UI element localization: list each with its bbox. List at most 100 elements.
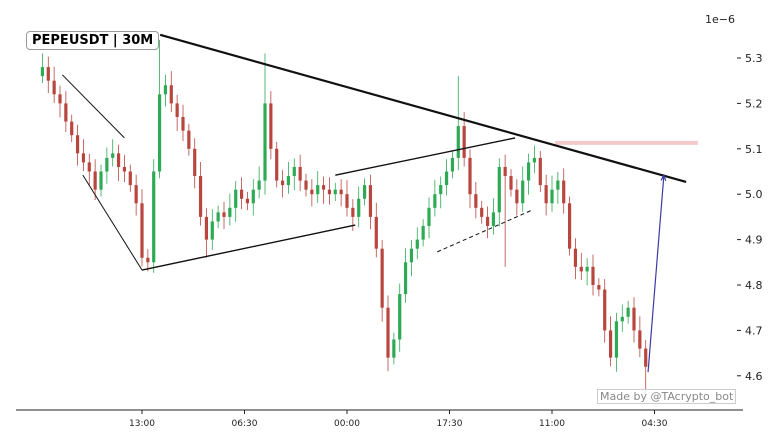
candle bbox=[75, 124, 80, 166]
watermark: Made by @TAcrypto_bot bbox=[597, 389, 737, 404]
candle-body bbox=[216, 212, 220, 222]
candle bbox=[468, 149, 472, 209]
candle-body bbox=[644, 348, 648, 367]
candle-body bbox=[462, 126, 466, 158]
candle-body bbox=[544, 185, 548, 204]
candle bbox=[64, 91, 68, 133]
candle-body bbox=[175, 103, 179, 118]
candle-body bbox=[292, 166, 296, 177]
candle-body bbox=[450, 157, 455, 172]
candle bbox=[52, 66, 56, 103]
plot-area bbox=[40, 33, 698, 394]
candle bbox=[187, 123, 191, 156]
candle bbox=[509, 169, 513, 197]
candle-body bbox=[122, 166, 127, 172]
candle-body bbox=[579, 266, 583, 272]
candle-body bbox=[146, 257, 150, 263]
candle bbox=[567, 196, 572, 256]
candle-body bbox=[228, 207, 232, 217]
candle-body bbox=[614, 321, 619, 358]
candle bbox=[198, 161, 203, 226]
trend-line-wedge-lower bbox=[82, 174, 143, 271]
candle-body bbox=[339, 189, 343, 195]
candle bbox=[433, 180, 437, 217]
candle-body bbox=[357, 198, 361, 217]
candle bbox=[251, 179, 255, 216]
candle-body bbox=[597, 285, 601, 290]
trend-line-channel-upper bbox=[335, 137, 516, 176]
candle bbox=[480, 201, 484, 224]
candle bbox=[175, 94, 179, 132]
candle bbox=[210, 209, 214, 251]
candle-body bbox=[556, 180, 560, 190]
candle bbox=[409, 240, 414, 277]
candle-body bbox=[99, 171, 103, 190]
candle bbox=[345, 180, 349, 217]
candle bbox=[181, 104, 185, 142]
candle-body bbox=[468, 157, 472, 195]
candle-body bbox=[304, 180, 308, 190]
candle-body bbox=[603, 289, 607, 331]
candle bbox=[357, 186, 361, 228]
candle-body bbox=[275, 148, 279, 181]
candle-body bbox=[140, 203, 144, 258]
candle bbox=[321, 176, 326, 204]
candle bbox=[544, 174, 548, 216]
candle-body bbox=[64, 103, 68, 122]
candle-body bbox=[515, 189, 519, 204]
candle bbox=[70, 114, 74, 142]
y-tick-label: 5.2 bbox=[745, 97, 763, 110]
candle-body bbox=[626, 307, 630, 317]
candle-body bbox=[111, 153, 115, 158]
candle bbox=[374, 202, 378, 258]
candle-body bbox=[521, 180, 525, 204]
x-tick-label: 06:30 bbox=[232, 419, 258, 429]
candle bbox=[105, 147, 109, 184]
candle bbox=[474, 181, 478, 219]
y-tick-label: 5.0 bbox=[745, 188, 763, 201]
candle bbox=[427, 197, 431, 239]
candle-body bbox=[351, 207, 355, 217]
candle-body bbox=[269, 103, 273, 149]
candle-body bbox=[327, 189, 332, 195]
candle bbox=[503, 154, 507, 267]
candle bbox=[450, 151, 455, 179]
candle-body bbox=[362, 185, 367, 199]
candle bbox=[403, 248, 408, 303]
candle-body bbox=[157, 94, 162, 172]
y-tick-label: 4.7 bbox=[745, 324, 763, 337]
candle bbox=[81, 139, 86, 172]
candle-body bbox=[456, 126, 460, 158]
candle-body bbox=[257, 180, 261, 190]
candle bbox=[380, 240, 384, 322]
candle-body bbox=[573, 248, 578, 267]
candle bbox=[515, 179, 519, 216]
candle-body bbox=[485, 216, 490, 226]
candle bbox=[327, 177, 332, 205]
candle bbox=[591, 254, 595, 296]
trend-line-support bbox=[141, 224, 356, 271]
candle-body bbox=[234, 189, 238, 208]
candle bbox=[316, 171, 320, 203]
candle-body bbox=[87, 162, 91, 172]
chart-title: PEPEUSDT | 30M bbox=[26, 31, 160, 50]
candle bbox=[526, 153, 531, 195]
candle-body bbox=[444, 171, 449, 186]
candle bbox=[193, 138, 197, 189]
candle-body bbox=[70, 121, 74, 136]
candle-body bbox=[222, 212, 226, 217]
candle-body bbox=[532, 157, 537, 163]
candle bbox=[386, 295, 390, 372]
candle bbox=[485, 206, 490, 239]
trend-line-channel-lower-dashed bbox=[436, 209, 533, 253]
candle bbox=[497, 158, 501, 227]
candle-body bbox=[585, 266, 589, 272]
candle-body bbox=[550, 189, 554, 204]
candle-body bbox=[128, 171, 132, 186]
candle-body bbox=[638, 330, 642, 349]
x-tick-label: 00:00 bbox=[334, 419, 360, 429]
candle bbox=[456, 76, 460, 171]
candle bbox=[579, 252, 583, 281]
candle bbox=[245, 191, 250, 211]
candle-body bbox=[263, 103, 267, 181]
